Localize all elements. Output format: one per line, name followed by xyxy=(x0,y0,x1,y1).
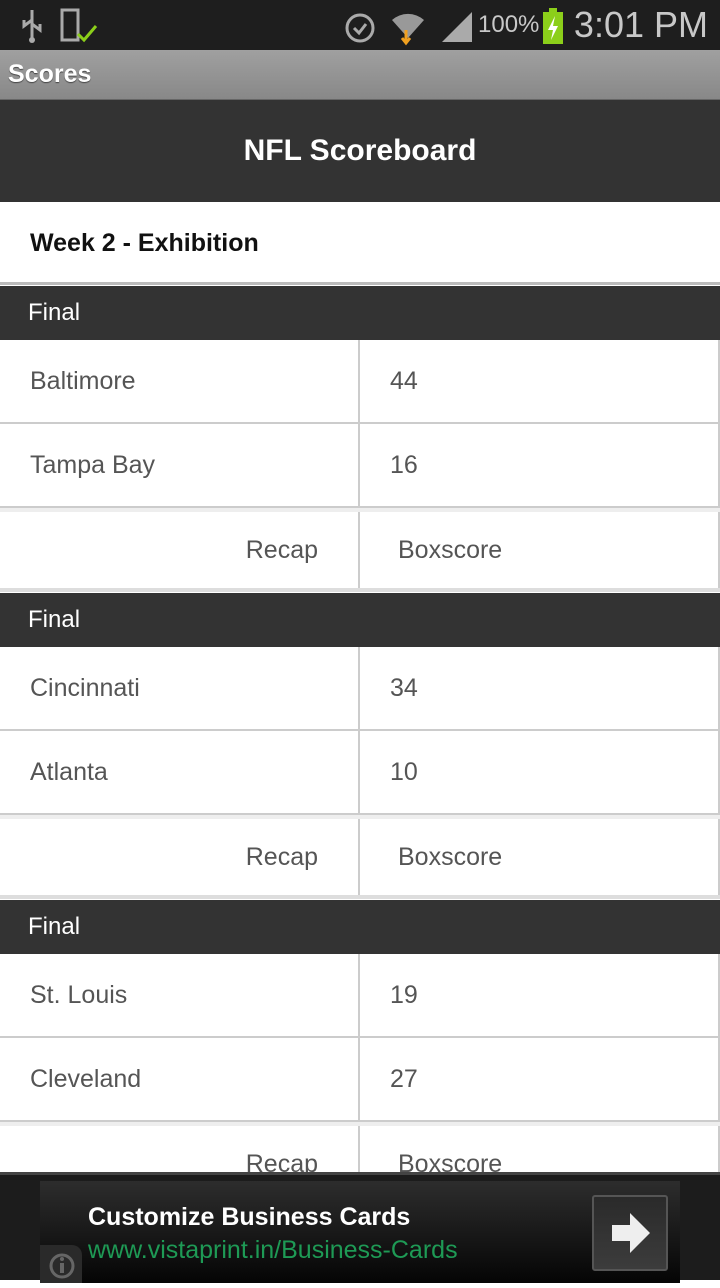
team-score: 44 xyxy=(360,340,720,422)
ad-title[interactable]: Customize Business Cards xyxy=(88,1203,411,1231)
usb-icon xyxy=(22,10,42,43)
team-row: Tampa Bay 16 xyxy=(0,424,720,508)
wifi-icon xyxy=(392,13,424,46)
team-row: Baltimore 44 xyxy=(0,340,720,424)
team-score: 10 xyxy=(360,731,720,813)
team-score: 16 xyxy=(360,424,720,506)
game-links: Recap Boxscore xyxy=(0,508,720,592)
ad-url[interactable]: www.vistaprint.in/Business-Cards xyxy=(88,1236,458,1264)
game-status: Final xyxy=(0,593,720,647)
team-name: Cincinnati xyxy=(0,647,360,729)
team-row: Atlanta 10 xyxy=(0,731,720,815)
info-icon xyxy=(49,1253,75,1279)
team-row: Cincinnati 34 xyxy=(0,647,720,731)
battery-percent: 100% xyxy=(478,11,540,38)
recap-link[interactable]: Recap xyxy=(0,1126,360,1172)
arrow-right-icon xyxy=(612,1213,650,1253)
game-status: Final xyxy=(0,286,720,340)
team-name: St. Louis xyxy=(0,954,360,1036)
clock: 3:01 PM xyxy=(573,4,708,45)
app-title: Scores xyxy=(8,60,92,88)
alarm-icon xyxy=(345,13,375,43)
signal-icon xyxy=(442,12,472,42)
game-card: Final Cincinnati 34 Atlanta 10 Recap Boxsco… xyxy=(0,593,720,899)
scoreboard-list[interactable]: Week 2 - Exhibition Final Baltimore 44 Ta… xyxy=(0,202,720,1172)
page-title: NFL Scoreboard xyxy=(0,100,720,202)
game-links: Recap Boxscore xyxy=(0,1122,720,1172)
boxscore-link[interactable]: Boxscore xyxy=(360,1126,720,1172)
team-score: 34 xyxy=(360,647,720,729)
ad-content[interactable]: Customize Business Cards www.vistaprint.… xyxy=(40,1181,680,1283)
device-check-icon xyxy=(60,8,98,43)
game-links: Recap Boxscore xyxy=(0,815,720,899)
recap-link[interactable]: Recap xyxy=(0,512,360,588)
battery-charging-icon xyxy=(543,8,563,44)
recap-link[interactable]: Recap xyxy=(0,819,360,895)
game-card: Final St. Louis 19 Cleveland 27 Recap Boxsc… xyxy=(0,900,720,1172)
team-row: Cleveland 27 xyxy=(0,1038,720,1122)
ad-banner[interactable]: Customize Business Cards www.vistaprint.… xyxy=(0,1172,720,1283)
app-bar: Scores xyxy=(0,50,720,100)
team-row: St. Louis 19 xyxy=(0,954,720,1038)
team-name: Cleveland xyxy=(0,1038,360,1120)
ad-go-button[interactable] xyxy=(592,1195,668,1271)
team-score: 27 xyxy=(360,1038,720,1120)
ad-info-button[interactable] xyxy=(40,1245,82,1283)
team-name: Tampa Bay xyxy=(0,424,360,506)
boxscore-link[interactable]: Boxscore xyxy=(360,512,720,588)
week-label: Week 2 - Exhibition xyxy=(0,202,720,285)
boxscore-link[interactable]: Boxscore xyxy=(360,819,720,895)
game-card: Final Baltimore 44 Tampa Bay 16 Recap Boxsc… xyxy=(0,286,720,592)
team-name: Atlanta xyxy=(0,731,360,813)
team-score: 19 xyxy=(360,954,720,1036)
game-status: Final xyxy=(0,900,720,954)
status-bar: 100% 3:01 PM xyxy=(0,0,720,50)
team-name: Baltimore xyxy=(0,340,360,422)
